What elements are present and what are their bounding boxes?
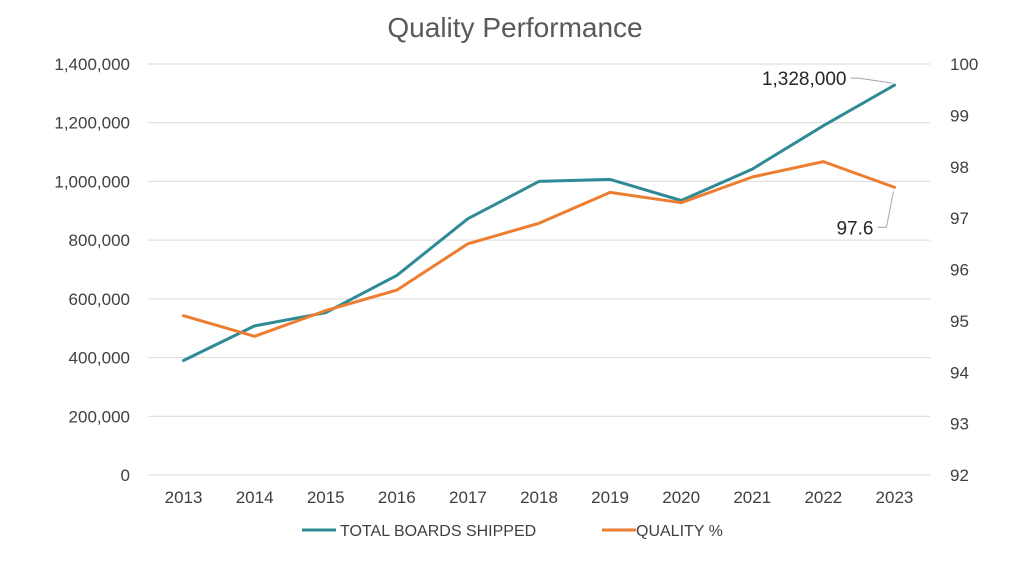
x-tick-label: 2019 <box>591 488 629 507</box>
series-line-boards-shipped <box>182 83 896 362</box>
x-tick-label: 2020 <box>662 488 700 507</box>
legend-label: TOTAL BOARDS SHIPPED <box>340 523 536 540</box>
x-tick-label: 2022 <box>804 488 842 507</box>
left-y-axis: 0 200,000 400,000 600,000 800,000 1,000,000 1,… <box>54 55 130 485</box>
x-tick-label: 2013 <box>165 488 203 507</box>
series-line-quality <box>182 160 896 338</box>
annotation-leader <box>850 77 893 84</box>
series-lines <box>182 83 896 362</box>
left-tick-label: 200,000 <box>69 407 130 426</box>
legend-label: QUALITY % <box>636 523 723 540</box>
x-tick-label: 2014 <box>236 488 274 507</box>
right-y-axis: 92 93 94 95 96 97 98 99 100 <box>950 55 978 485</box>
x-tick-label: 2023 <box>876 488 914 507</box>
left-tick-label: 0 <box>121 466 130 485</box>
right-tick-label: 98 <box>950 158 969 177</box>
x-tick-label: 2015 <box>307 488 345 507</box>
legend: TOTAL BOARDS SHIPPED QUALITY % <box>302 523 723 540</box>
left-tick-label: 600,000 <box>69 290 130 309</box>
right-tick-label: 92 <box>950 466 969 485</box>
x-tick-label: 2017 <box>449 488 487 507</box>
annotation-label: 97.6 <box>836 218 873 239</box>
annotation-leader <box>877 191 894 228</box>
x-tick-label: 2016 <box>378 488 416 507</box>
right-tick-label: 94 <box>950 363 969 382</box>
left-tick-label: 800,000 <box>69 231 130 250</box>
chart-title: Quality Performance <box>387 12 642 43</box>
right-tick-label: 96 <box>950 261 969 280</box>
x-axis: 2013 2014 2015 2016 2017 2018 2019 2020 2021 2022… <box>165 488 914 507</box>
x-tick-label: 2021 <box>733 488 771 507</box>
right-tick-label: 93 <box>950 415 969 434</box>
right-tick-label: 97 <box>950 209 969 228</box>
left-tick-label: 1,000,000 <box>54 172 130 191</box>
annotation-label: 1,328,000 <box>762 69 847 90</box>
left-tick-label: 1,200,000 <box>54 114 130 133</box>
left-tick-label: 400,000 <box>69 349 130 368</box>
right-tick-label: 95 <box>950 312 969 331</box>
gridlines <box>148 63 930 476</box>
x-tick-label: 2018 <box>520 488 558 507</box>
data-annotations: 1,328,000 97.6 <box>762 69 894 239</box>
left-tick-label: 1,400,000 <box>54 55 130 74</box>
right-tick-label: 99 <box>950 106 969 125</box>
right-tick-label: 100 <box>950 55 978 74</box>
